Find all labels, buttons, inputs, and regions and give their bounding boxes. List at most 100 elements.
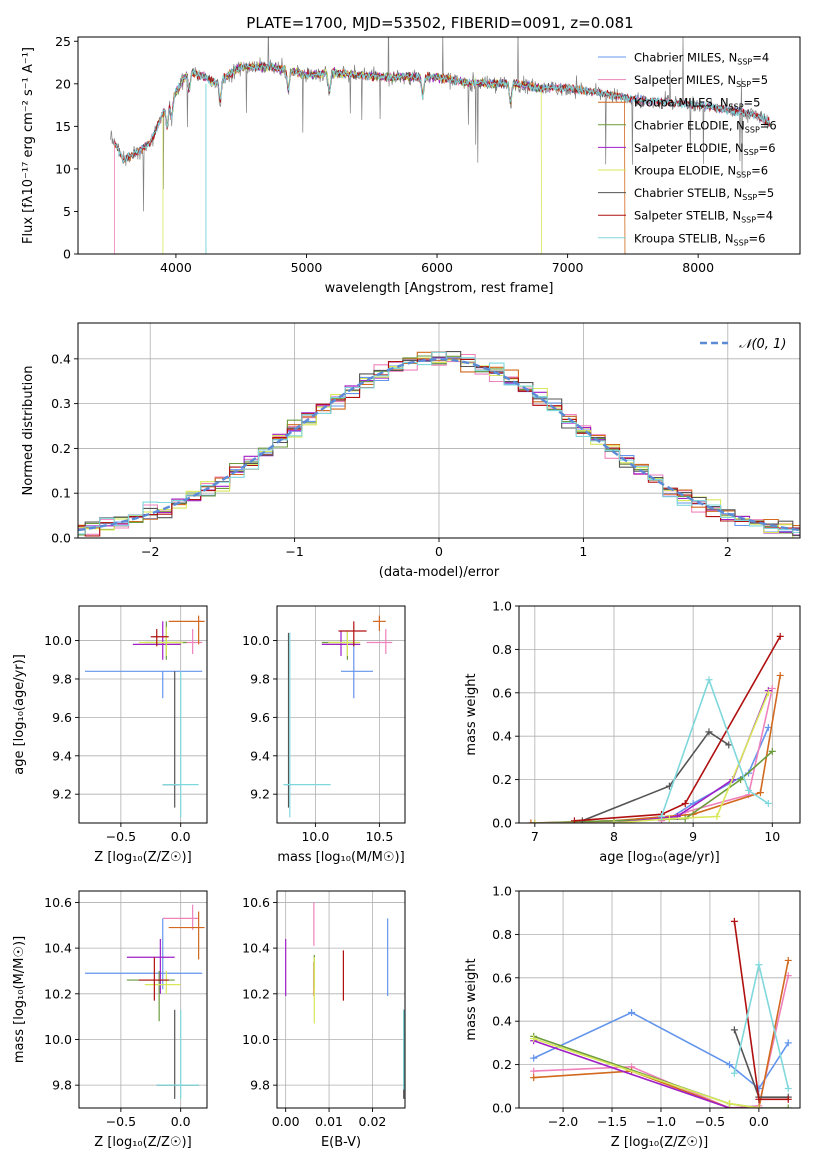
y-tick-label-1: 10.0 — [242, 1032, 270, 1047]
y-tick-label-3: 9.8 — [250, 671, 270, 686]
marker-kroupa_miles — [527, 819, 535, 823]
series-salpeter_elodie — [533, 1039, 759, 1108]
x-tick-label-0: 0.00 — [272, 1114, 300, 1129]
x-axis-label: Z [log₁₀(Z/Z☉)] — [611, 1135, 708, 1150]
y-tick-label-1: 5 — [63, 204, 71, 219]
x-tick-label-1: −1.5 — [597, 1114, 627, 1129]
legend-label-salpeter_stelib: Salpeter STELIB, NSSP=4 — [634, 209, 773, 225]
y-tick-label-0: 0.0 — [51, 531, 71, 546]
x-tick-label-1: 0.01 — [315, 1114, 343, 1129]
y-tick-label-4: 10.6 — [44, 895, 72, 910]
chart-age-vs-mass: 10.0 10.5 9.2 9.4 9.6 9.8 10.0 mass [log₁₀(M/M☉… — [242, 605, 406, 865]
marker-kroupa_elodie — [713, 812, 721, 820]
marker-salpeter_stelib — [730, 917, 738, 925]
x-tick-label-2: 0 — [435, 544, 443, 559]
marker-chabrier_stelib — [730, 1026, 738, 1034]
x-tick-label-4: 2 — [724, 544, 732, 559]
chart-age-vs-Z: −0.5 0.0 9.2 9.4 9.6 9.8 10.0 Z [log₁₀(Z/Z☉)] ag… — [12, 605, 208, 865]
marker-salpeter_stelib — [755, 1095, 763, 1103]
normal-curve — [78, 358, 800, 532]
spectrum-title: PLATE=1700, MJD=53502, FIBERID=0091, z=0… — [246, 14, 633, 32]
y-tick-label-0: 9.2 — [250, 787, 270, 802]
y-tick-label-3: 0.6 — [492, 970, 512, 985]
y-tick-label-2: 10.2 — [44, 986, 72, 1001]
x-tick-label-0: −2 — [141, 544, 159, 559]
chart-weight-vs-age: 7 8 9 10 0.0 0.2 0.4 0.6 0.8 1.0 age [log₁₀(age/yr… — [464, 599, 801, 865]
marker-chabrier_miles — [530, 1054, 538, 1062]
y-tick-label-2: 0.4 — [492, 729, 512, 744]
y-tick-label-2: 0.4 — [492, 1014, 512, 1029]
marker-chabrier_miles — [628, 1009, 636, 1017]
marker-kroupa_miles — [530, 1074, 538, 1082]
y-tick-label-3: 10.4 — [44, 941, 72, 956]
legend-label-salpeter_elodie: Salpeter ELODIE, NSSP=6 — [634, 141, 776, 157]
residuals-plot-area — [78, 351, 800, 538]
marker-kroupa_miles — [784, 956, 792, 964]
marker-salpeter_stelib — [784, 1095, 792, 1103]
axes-frame — [276, 605, 406, 824]
x-tick-label-0: 7 — [531, 829, 539, 844]
marker-salpeter_miles — [530, 1067, 538, 1075]
y-axis-label: Flux [fλ10⁻¹⁷ erg cm⁻² s⁻¹ A⁻¹] — [21, 47, 36, 244]
y-tick-label-4: 20 — [55, 76, 71, 91]
marker-kroupa_elodie — [726, 1100, 734, 1108]
marker-salpeter_stelib — [776, 632, 784, 640]
x-tick-label-2: 0.02 — [359, 1114, 387, 1129]
y-tick-label-5: 1.0 — [492, 599, 512, 614]
y-tick-label-3: 10.4 — [242, 941, 270, 956]
age-vs-Z-plot-area — [84, 615, 205, 818]
marker-kroupa_miles — [756, 789, 764, 797]
weight-vs-Z-plot-area — [530, 917, 792, 1108]
marker-kroupa_stelib — [755, 961, 763, 969]
x-tick-label-0: −2.0 — [548, 1114, 578, 1129]
marker-kroupa_elodie — [764, 689, 772, 697]
y-tick-label-4: 10.0 — [44, 633, 72, 648]
chart-spectrum: 4000 5000 6000 7000 8000 0 5 10 15 20 25 wavelength… — [21, 34, 801, 296]
marker-kroupa_stelib — [764, 799, 772, 807]
x-tick-label-2: 6000 — [421, 260, 453, 275]
x-tick-label-1: 10.5 — [365, 829, 393, 844]
x-tick-label-3: 1 — [579, 544, 587, 559]
weight-vs-age-plot-area — [527, 632, 784, 823]
axes-frame — [77, 36, 801, 255]
y-tick-label-0: 0.0 — [492, 816, 512, 831]
series-kroupa_miles — [533, 960, 790, 1108]
x-tick-label-1: 0.0 — [171, 829, 191, 844]
y-tick-label-0: 9.8 — [52, 1078, 72, 1093]
legend-label-kroupa_miles: Kroupa MILES, NSSP=5 — [634, 96, 760, 112]
x-tick-label-0: −0.5 — [106, 1114, 136, 1129]
x-tick-label-0: 10.0 — [301, 829, 329, 844]
chart-mass-vs-EBV: 0.00 0.01 0.02 9.8 10.0 10.2 10.4 10.6 E(B-V) — [242, 890, 406, 1150]
mass-vs-EBV-plot-area — [285, 902, 405, 1099]
y-tick-label-2: 10 — [55, 161, 71, 176]
marker-chabrier_elodie — [768, 747, 776, 755]
x-tick-label-3: −0.5 — [695, 1114, 725, 1129]
axes-frame — [78, 605, 208, 824]
marker-salpeter_stelib — [570, 817, 578, 823]
y-tick-label-3: 0.6 — [492, 685, 512, 700]
x-tick-label-1: −1 — [285, 544, 303, 559]
axes-frame — [276, 890, 406, 1109]
y-tick-label-1: 9.4 — [250, 748, 270, 763]
y-axis-label: mass weight — [464, 673, 479, 755]
x-tick-label-1: 8 — [610, 829, 618, 844]
y-tick-label-4: 10.0 — [242, 633, 270, 648]
marker-kroupa_stelib — [745, 786, 753, 794]
x-axis-label: Z [log₁₀(Z/Z☉)] — [94, 1135, 191, 1150]
legend-label-kroupa_stelib: Kroupa STELIB, NSSP=6 — [634, 231, 765, 247]
y-tick-label-1: 0.2 — [492, 772, 512, 787]
y-tick-label-5: 25 — [55, 34, 71, 49]
y-tick-label-2: 9.6 — [52, 710, 72, 725]
legend-label-chabrier_stelib: Chabrier STELIB, NSSP=5 — [634, 186, 774, 202]
marker-chabrier_elodie — [784, 1104, 792, 1108]
legend-label-normal: 𝒩(0, 1) — [739, 337, 786, 352]
y-tick-label-4: 0.4 — [51, 351, 71, 366]
marker-salpeter_stelib — [681, 799, 689, 807]
x-tick-label-1: 5000 — [291, 260, 323, 275]
x-axis-label: age [log₁₀(age/yr)] — [599, 850, 720, 865]
marker-kroupa_stelib — [705, 676, 713, 684]
axes-frame — [518, 890, 801, 1109]
series-kroupa_stelib — [660, 677, 769, 817]
y-tick-label-0: 0 — [63, 247, 71, 262]
